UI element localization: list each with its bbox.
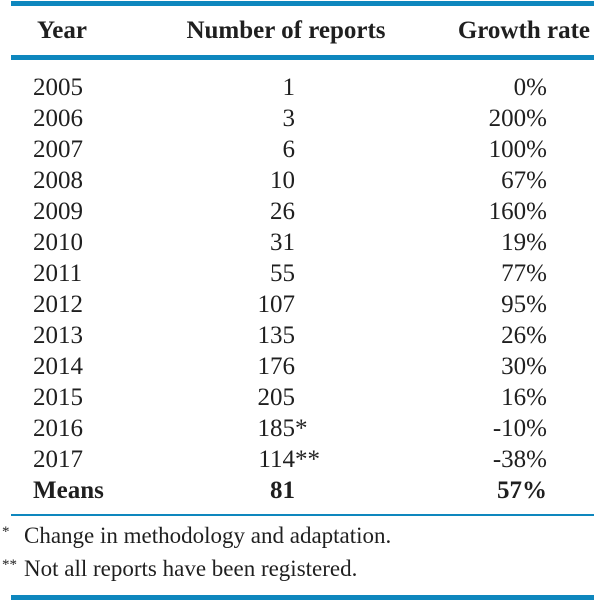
reports-cell: 10 [171, 165, 401, 196]
footnote-text: Not all reports have been registered. [24, 556, 358, 581]
footnote-line: ** Not all reports have been registered. [2, 554, 606, 587]
table-row: 2015 205 16% [11, 382, 594, 413]
column-header-growth: Growth rate [401, 1, 594, 60]
table-row: 2016 185* -10% [11, 413, 594, 444]
header-row: Year Number of reports Growth rate [11, 1, 594, 60]
year-cell: 2008 [33, 167, 83, 194]
growth-cell: 160% [488, 198, 547, 225]
reports-value: 55 [270, 260, 295, 287]
year-cell: 2010 [33, 229, 83, 256]
year-cell: Means [33, 477, 104, 504]
year-cell: 2014 [33, 353, 83, 380]
reports-cell: 176 [171, 351, 401, 382]
year-cell: 2013 [33, 322, 83, 349]
reports-value: 205 [257, 384, 296, 411]
reports-value: 26 [270, 198, 295, 225]
year-cell: 2005 [33, 74, 83, 101]
reports-value: 31 [270, 229, 295, 256]
footnote-marker: * [2, 524, 10, 540]
growth-cell: 77% [501, 260, 547, 287]
reports-value: 6 [282, 136, 296, 163]
column-header-reports: Number of reports [171, 1, 401, 60]
reports-value: 185 [257, 415, 296, 442]
year-cell: 2015 [33, 384, 83, 411]
table-row: 2007 6 100% [11, 134, 594, 165]
reports-cell: 31 [171, 227, 401, 258]
reports-value: 107 [257, 291, 296, 318]
reports-cell: 3 [171, 103, 401, 134]
reports-value: 10 [270, 167, 295, 194]
means-row: Means 81 57% [11, 475, 594, 515]
growth-cell: 95% [501, 291, 547, 318]
footnote-line: * Change in methodology and adaptation. [2, 521, 606, 554]
growth-cell: -38% [492, 446, 547, 473]
table-row: 2005 1 0% [11, 58, 594, 104]
reports-cell: 55 [171, 258, 401, 289]
year-cell: 2012 [33, 291, 83, 318]
reports-cell: 26 [171, 196, 401, 227]
year-cell: 2006 [33, 105, 83, 132]
reports-cell: 6 [171, 134, 401, 165]
growth-cell: 30% [501, 353, 547, 380]
growth-cell: 67% [501, 167, 547, 194]
table-row: 2013 135 26% [11, 320, 594, 351]
year-cell: 2016 [33, 415, 83, 442]
reports-value: 3 [282, 105, 296, 132]
reports-cell: 107 [171, 289, 401, 320]
reports-cell: 205 [171, 382, 401, 413]
bottom-rule [11, 595, 594, 600]
year-cell: 2009 [33, 198, 83, 225]
table-row: 2011 55 77% [11, 258, 594, 289]
reports-cell: 1 [171, 58, 401, 104]
reports-value: 114 [258, 446, 295, 473]
table-row: 2006 3 200% [11, 103, 594, 134]
growth-cell: -10% [492, 415, 547, 442]
year-cell: 2017 [33, 446, 83, 473]
growth-cell: 100% [488, 136, 547, 163]
year-cell: 2011 [33, 260, 83, 287]
growth-cell: 26% [501, 322, 547, 349]
growth-cell: 0% [513, 74, 547, 101]
footnote-text: Change in methodology and adaptation. [24, 523, 392, 548]
table-row: 2014 176 30% [11, 351, 594, 382]
table-row: 2009 26 160% [11, 196, 594, 227]
reports-table: Year Number of reports Growth rate 2005 1… [11, 1, 594, 516]
column-header-year: Year [11, 1, 171, 60]
reports-value: 135 [257, 322, 296, 349]
growth-cell: 16% [501, 384, 547, 411]
reports-value: 81 [270, 477, 295, 504]
reports-cell: 81 [171, 475, 401, 515]
table-row: 2017 114** -38% [11, 444, 594, 475]
table-row: 2010 31 19% [11, 227, 594, 258]
reports-value: 1 [282, 74, 296, 101]
growth-cell: 57% [497, 477, 547, 504]
footnotes: * Change in methodology and adaptation. **… [2, 521, 606, 587]
footnote-marker: ** [2, 557, 17, 573]
reports-cell: 114** [258, 446, 320, 473]
table-row: 2012 107 95% [11, 289, 594, 320]
reports-value: 176 [257, 353, 296, 380]
growth-cell: 200% [488, 105, 547, 132]
growth-cell: 19% [501, 229, 547, 256]
reports-cell: 185* [257, 415, 308, 442]
reports-cell: 135 [171, 320, 401, 351]
year-cell: 2007 [33, 136, 83, 163]
table-row: 2008 10 67% [11, 165, 594, 196]
